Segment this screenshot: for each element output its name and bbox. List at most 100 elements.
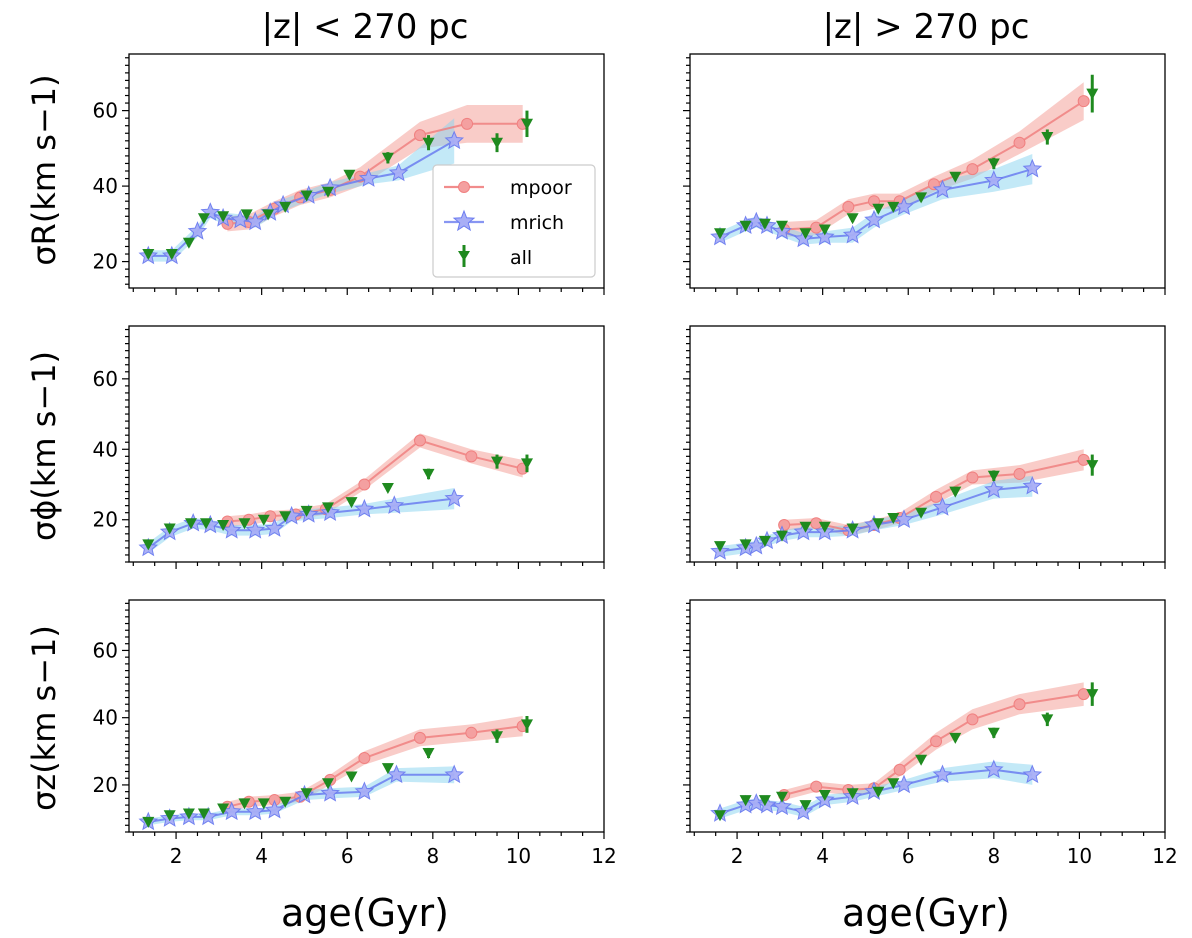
ylabel-row-3: σz(km s−1) — [25, 625, 63, 811]
all-point — [846, 523, 859, 535]
all-point — [987, 727, 1000, 739]
mrich-point — [320, 502, 340, 522]
mrich-band — [720, 475, 1033, 557]
xlabel-left: age(Gyr) — [281, 891, 449, 935]
mpoor-point — [842, 200, 855, 213]
all-point — [776, 791, 788, 803]
all-point — [915, 192, 928, 204]
all-point — [739, 795, 752, 807]
y-tick-label: 40 — [93, 706, 118, 730]
all-point — [300, 505, 313, 517]
ylabel-row-1: σR(km s−1) — [25, 74, 63, 265]
all-point — [257, 798, 270, 810]
all-point — [345, 771, 358, 783]
mrich-point — [984, 479, 1004, 499]
all-point — [714, 228, 726, 240]
all-point — [217, 520, 230, 531]
mpoor-point — [358, 752, 371, 765]
mrich-point — [1022, 158, 1043, 178]
y-tick-label: 60 — [93, 99, 118, 123]
panel-plot-area — [710, 682, 1099, 822]
mpoor-point — [930, 735, 943, 748]
mrich-point — [984, 759, 1004, 779]
mrich-point — [386, 764, 407, 784]
all-point — [872, 203, 885, 215]
all-point — [182, 808, 195, 820]
all-point — [142, 539, 155, 551]
mrich-point — [264, 518, 285, 537]
mpoor-point — [930, 490, 943, 503]
mpoor-point — [810, 221, 823, 234]
mpoor-point — [461, 117, 474, 130]
panel-frame — [128, 325, 605, 563]
mpoor-point — [810, 780, 823, 793]
mrich-point — [1022, 475, 1043, 495]
y-tick-label: 60 — [93, 367, 118, 391]
mpoor-point — [465, 726, 478, 739]
all-point — [422, 748, 435, 759]
mrich-point — [320, 782, 340, 802]
panel-r2c1: 2 4 6 8 10 12 — [683, 599, 1178, 868]
all-point — [776, 530, 788, 542]
mrich-point — [221, 520, 242, 539]
mpoor-point — [893, 763, 906, 776]
mrich-point — [358, 168, 379, 187]
mpoor-point — [1013, 698, 1026, 711]
all-point — [758, 535, 771, 547]
mrich-point — [757, 794, 777, 814]
panel-plot-area — [138, 716, 533, 831]
y-tick-label: 20 — [93, 773, 118, 797]
mpoor-point — [1013, 136, 1026, 149]
column-title-right: |z| > 270 pc — [823, 7, 1030, 47]
all-point — [915, 507, 928, 519]
panel-plot-area — [710, 449, 1099, 560]
x-tick-label: 8 — [426, 844, 439, 868]
mrich-point — [842, 224, 863, 244]
legend: mpoor mrich all — [432, 164, 596, 278]
x-tick-label: 4 — [255, 844, 268, 868]
panel-plot-area — [138, 433, 533, 557]
mrich-band — [148, 118, 455, 262]
mpoor-point — [1013, 467, 1026, 480]
y-tick-label: 20 — [93, 508, 118, 532]
all-point — [322, 778, 334, 790]
all-point — [217, 803, 230, 815]
all-point — [714, 541, 726, 553]
mrich-point — [444, 488, 465, 507]
panel-frame — [128, 599, 605, 833]
mrich-band — [148, 488, 455, 554]
all-point — [1086, 689, 1099, 701]
mrich-point — [932, 764, 953, 784]
all-point — [279, 201, 292, 213]
all-point — [799, 228, 812, 240]
mrich-point — [245, 801, 266, 821]
mpoor-point — [778, 519, 791, 532]
all-point — [240, 209, 253, 221]
all-point — [799, 521, 812, 533]
all-point — [185, 518, 197, 530]
all-point — [381, 763, 394, 775]
all-point — [846, 213, 859, 225]
mrich-point — [187, 221, 208, 240]
all-point — [887, 201, 900, 213]
all-point — [257, 514, 270, 526]
xlabel-right: age(Gyr) — [842, 891, 1010, 935]
all-point — [887, 513, 900, 524]
panel-plot-area — [710, 74, 1099, 248]
mrich-point — [932, 179, 953, 199]
all-point — [142, 249, 155, 260]
mrich-point — [793, 521, 814, 541]
all-point — [279, 796, 292, 808]
all-point — [758, 218, 771, 230]
all-point — [165, 249, 178, 260]
all-point — [163, 523, 176, 535]
y-tick-label: 60 — [93, 638, 118, 662]
mrich-point — [984, 170, 1004, 189]
all-point — [163, 810, 176, 822]
all-point — [987, 158, 1000, 170]
all-point — [915, 754, 928, 766]
x-tick-label: 4 — [816, 844, 829, 868]
panel-r0c1 — [683, 53, 1166, 295]
all-point — [262, 209, 275, 221]
all-point — [422, 468, 435, 480]
